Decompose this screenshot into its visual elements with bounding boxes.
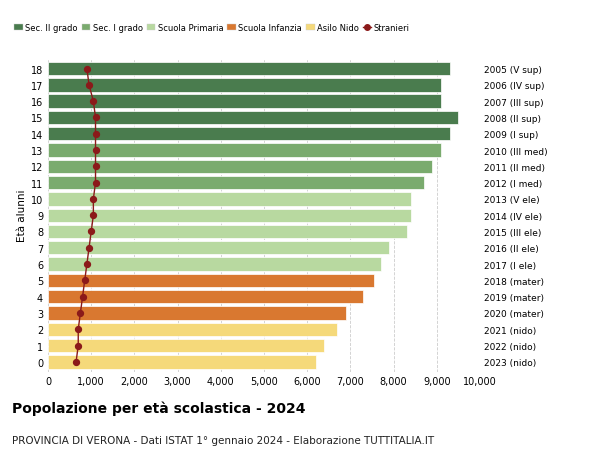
Bar (48, 225, 407, 239)
Bar (48, 291, 364, 304)
Bar (48, 193, 411, 206)
Bar (48, 160, 433, 174)
Y-axis label: Età alunni: Età alunni (17, 190, 26, 242)
Bar (48, 95, 441, 109)
Point (80, 277, 89, 285)
Bar (48, 355, 316, 369)
Point (73, 326, 83, 333)
Point (91, 131, 100, 138)
Point (89, 196, 98, 203)
Bar (48, 307, 346, 320)
Bar (48, 112, 458, 125)
Bar (48, 177, 424, 190)
Point (86, 228, 96, 235)
Point (76, 309, 85, 317)
Point (73, 342, 83, 349)
Bar (48, 144, 441, 157)
Bar (48, 63, 450, 76)
Point (91, 147, 100, 154)
Bar (48, 258, 380, 271)
Point (89, 98, 98, 106)
Text: Popolazione per età scolastica - 2024: Popolazione per età scolastica - 2024 (12, 401, 305, 415)
Point (71, 358, 81, 366)
Bar (48, 274, 374, 287)
Point (84, 245, 94, 252)
Point (91, 163, 100, 171)
Text: PROVINCIA DI VERONA - Dati ISTAT 1° gennaio 2024 - Elaborazione TUTTITALIA.IT: PROVINCIA DI VERONA - Dati ISTAT 1° genn… (12, 435, 434, 445)
Point (91, 114, 100, 122)
Point (89, 212, 98, 219)
Bar (48, 241, 389, 255)
Bar (48, 128, 450, 141)
Bar (48, 79, 441, 92)
Point (84, 82, 94, 90)
Point (78, 293, 88, 301)
Point (82, 66, 92, 73)
Bar (48, 209, 411, 223)
Bar (48, 323, 337, 336)
Bar (48, 339, 325, 353)
Point (82, 261, 92, 268)
Legend: Sec. II grado, Sec. I grado, Scuola Primaria, Scuola Infanzia, Asilo Nido, Stran: Sec. II grado, Sec. I grado, Scuola Prim… (11, 20, 413, 36)
Point (91, 179, 100, 187)
